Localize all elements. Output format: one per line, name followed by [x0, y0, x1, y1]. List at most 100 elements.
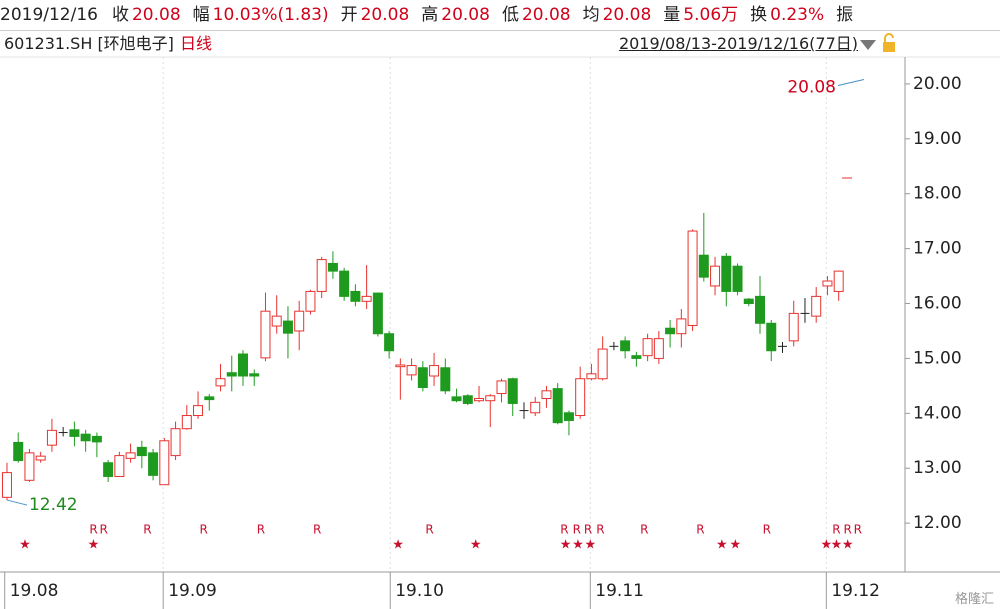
candle-body — [642, 338, 653, 357]
signal-marker: R — [584, 523, 592, 537]
candle-body — [507, 378, 518, 404]
field-label: 低 — [501, 5, 519, 25]
candle-body — [653, 338, 664, 359]
field-value: 20.08 — [360, 5, 410, 25]
candle-body — [766, 322, 777, 352]
candle-body — [586, 373, 597, 380]
candle-body — [46, 429, 57, 446]
field-value: 20.08 — [441, 5, 490, 25]
field-value: 10.03%(1.83) — [212, 5, 329, 25]
candle-body — [159, 440, 170, 486]
candle-body — [429, 365, 440, 377]
candle-body — [833, 270, 844, 292]
x-tick-label: 19.09 — [168, 581, 217, 601]
candle-body — [294, 310, 305, 332]
signal-marker: R — [696, 523, 704, 537]
field-value: 20.08 — [602, 5, 652, 25]
signal-marker: R — [832, 523, 840, 537]
signal-marker: R — [640, 523, 648, 537]
y-tick-label: 12.00 — [913, 513, 962, 533]
y-tick-label: 16.00 — [913, 294, 962, 314]
dropdown-icon[interactable] — [860, 40, 876, 50]
signal-marker: R — [854, 523, 862, 537]
candle-body — [316, 259, 327, 292]
candle-body — [541, 390, 552, 400]
y-tick-label: 15.00 — [913, 348, 962, 368]
candle-body — [13, 441, 24, 462]
star-marker: ★ — [820, 538, 832, 553]
star-marker: ★ — [392, 538, 404, 553]
candle-body — [395, 364, 406, 368]
candle-body — [755, 295, 766, 324]
signal-marker: R — [199, 523, 207, 537]
field-label: 量 — [663, 5, 681, 25]
signal-marker: R — [573, 523, 581, 537]
code: 601231.SH [环旭电子] — [4, 34, 174, 53]
x-tick-label: 19.10 — [395, 581, 444, 601]
candle-body — [811, 295, 822, 317]
annotation-label: 20.08 — [787, 78, 836, 98]
signal-marker: R — [596, 523, 604, 537]
candle-body — [193, 405, 204, 417]
candle-body — [710, 265, 721, 287]
y-tick-label: 13.00 — [913, 458, 962, 478]
star-marker: ★ — [88, 538, 100, 553]
candle-body — [743, 298, 754, 305]
field-label: 高 — [421, 5, 439, 25]
candle-body — [181, 415, 192, 430]
candle-body — [417, 367, 428, 389]
lock-icon[interactable] — [883, 42, 895, 52]
signal-marker: R — [257, 523, 265, 537]
star-marker: ★ — [572, 538, 584, 553]
candle-body — [474, 398, 485, 402]
x-tick-label: 19.12 — [831, 581, 880, 601]
candle-body — [687, 230, 698, 326]
candle-body — [496, 380, 507, 395]
candle-body — [451, 396, 462, 402]
field-label: 收 — [111, 5, 129, 25]
star-marker: ★ — [560, 538, 572, 553]
x-tick-label: 19.11 — [595, 581, 644, 601]
candle-body — [204, 396, 215, 401]
signal-marker: R — [560, 523, 568, 537]
star-marker: ★ — [729, 538, 741, 553]
candle-body — [125, 452, 136, 459]
candle-body — [136, 446, 147, 457]
candle-body — [238, 353, 248, 377]
date-range[interactable]: 2019/08/13-2019/12/16(77日) — [618, 34, 858, 53]
stock-code: 601231.SH [环旭电子] 日线 — [4, 31, 212, 57]
candle-body — [282, 320, 293, 334]
candle-body — [114, 455, 125, 477]
y-tick-label: 14.00 — [913, 403, 962, 423]
candle-body — [170, 428, 181, 457]
candle-body — [339, 270, 350, 297]
field-value: 0.23% — [770, 5, 825, 25]
star-marker: ★ — [470, 538, 482, 553]
annotation-arrow — [837, 79, 865, 86]
signal-marker: R — [844, 523, 852, 537]
lock-icon — [884, 33, 894, 42]
field-value: 20.08 — [131, 5, 181, 25]
candle-body — [721, 255, 732, 292]
field-label: 振 — [836, 5, 854, 25]
candle-body — [305, 290, 316, 312]
candle-body — [35, 455, 46, 461]
candle-body — [552, 388, 563, 424]
signal-marker: R — [99, 523, 107, 537]
sub-header: 601231.SH [环旭电子] 日线 2019/08/13-2019/12/16… — [0, 31, 1000, 57]
candle-body — [530, 401, 541, 414]
signal-marker: R — [143, 523, 151, 537]
candle-body — [485, 395, 496, 402]
annotation-arrow — [6, 499, 28, 506]
period[interactable]: 日线 — [179, 34, 212, 53]
candle-body — [148, 452, 159, 476]
candle-body — [372, 292, 383, 335]
candle-body — [24, 452, 35, 481]
candle-body — [271, 315, 282, 327]
candle-body — [563, 412, 574, 421]
watermark: 格隆汇 — [954, 592, 994, 607]
star-marker: ★ — [584, 538, 596, 553]
star-marker: ★ — [19, 538, 31, 553]
field-label: 开 — [340, 5, 358, 25]
